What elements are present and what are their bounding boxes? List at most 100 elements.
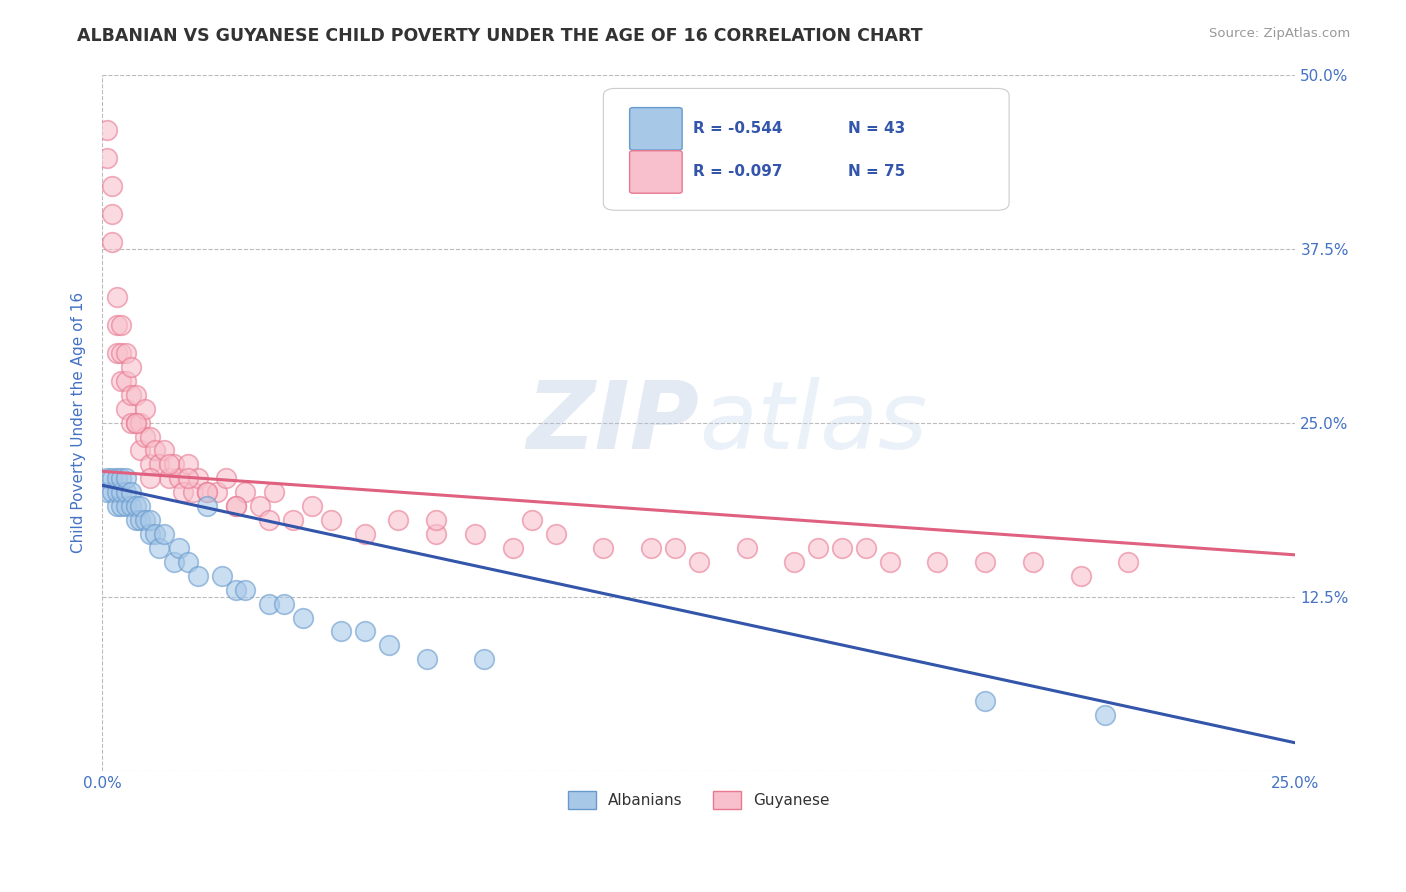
Point bbox=[124, 388, 146, 402]
Text: N = 43: N = 43 bbox=[848, 121, 905, 136]
Point bbox=[195, 485, 218, 500]
Point bbox=[115, 346, 138, 360]
Point bbox=[195, 485, 218, 500]
Text: ALBANIAN VS GUYANESE CHILD POVERTY UNDER THE AGE OF 16 CORRELATION CHART: ALBANIAN VS GUYANESE CHILD POVERTY UNDER… bbox=[77, 27, 922, 45]
Point bbox=[353, 527, 375, 541]
Point bbox=[110, 346, 132, 360]
Point bbox=[120, 416, 142, 430]
Point bbox=[139, 527, 162, 541]
Point bbox=[148, 458, 170, 472]
Point bbox=[273, 597, 295, 611]
Point bbox=[100, 207, 122, 221]
Point bbox=[120, 485, 142, 500]
FancyBboxPatch shape bbox=[630, 108, 682, 150]
Point bbox=[134, 401, 156, 416]
FancyBboxPatch shape bbox=[630, 151, 682, 194]
Point bbox=[115, 471, 138, 485]
Point bbox=[463, 527, 485, 541]
Point bbox=[153, 443, 176, 458]
Point bbox=[640, 541, 662, 555]
Point bbox=[110, 499, 132, 513]
Point bbox=[143, 443, 166, 458]
Point bbox=[735, 541, 758, 555]
Point bbox=[301, 499, 323, 513]
Point bbox=[291, 610, 314, 624]
Point bbox=[96, 485, 118, 500]
Point bbox=[177, 471, 200, 485]
Point bbox=[124, 513, 146, 527]
Point bbox=[153, 527, 176, 541]
Point bbox=[100, 235, 122, 249]
Point bbox=[377, 639, 399, 653]
Point bbox=[1118, 555, 1140, 569]
Point bbox=[110, 318, 132, 333]
Point bbox=[110, 374, 132, 388]
Point bbox=[139, 458, 162, 472]
Point bbox=[96, 151, 118, 165]
Point bbox=[139, 429, 162, 443]
Text: Source: ZipAtlas.com: Source: ZipAtlas.com bbox=[1209, 27, 1350, 40]
Point bbox=[100, 178, 122, 193]
Point bbox=[387, 513, 409, 527]
Point bbox=[807, 541, 830, 555]
Point bbox=[110, 485, 132, 500]
Point bbox=[139, 471, 162, 485]
Point bbox=[249, 499, 271, 513]
FancyBboxPatch shape bbox=[603, 88, 1010, 211]
Point bbox=[181, 485, 204, 500]
Point bbox=[520, 513, 543, 527]
Point bbox=[100, 485, 122, 500]
Point bbox=[425, 513, 447, 527]
Point bbox=[148, 541, 170, 555]
Point bbox=[235, 485, 257, 500]
Point bbox=[544, 527, 567, 541]
Point bbox=[115, 374, 138, 388]
Point bbox=[115, 485, 138, 500]
Legend: Albanians, Guyanese: Albanians, Guyanese bbox=[562, 784, 835, 815]
Point bbox=[129, 416, 152, 430]
Point bbox=[855, 541, 877, 555]
Point bbox=[1094, 708, 1116, 723]
Point bbox=[187, 568, 209, 582]
Point bbox=[1022, 555, 1045, 569]
Point bbox=[831, 541, 853, 555]
Point bbox=[927, 555, 949, 569]
Point bbox=[105, 318, 128, 333]
Point bbox=[425, 527, 447, 541]
Point bbox=[259, 513, 281, 527]
Text: R = -0.097: R = -0.097 bbox=[693, 164, 782, 179]
Point bbox=[353, 624, 375, 639]
Point bbox=[105, 290, 128, 304]
Point bbox=[105, 485, 128, 500]
Point bbox=[105, 499, 128, 513]
Point bbox=[1070, 568, 1092, 582]
Point bbox=[110, 471, 132, 485]
Point bbox=[187, 471, 209, 485]
Point bbox=[235, 582, 257, 597]
Text: R = -0.544: R = -0.544 bbox=[693, 121, 782, 136]
Point bbox=[139, 513, 162, 527]
Point bbox=[124, 416, 146, 430]
Point bbox=[329, 624, 352, 639]
Text: N = 75: N = 75 bbox=[848, 164, 905, 179]
Point bbox=[205, 485, 228, 500]
Point bbox=[115, 401, 138, 416]
Point bbox=[472, 652, 495, 666]
Point bbox=[163, 458, 186, 472]
Point bbox=[124, 499, 146, 513]
Point bbox=[134, 429, 156, 443]
Point bbox=[100, 471, 122, 485]
Point bbox=[195, 499, 218, 513]
Point bbox=[157, 458, 180, 472]
Point bbox=[167, 471, 190, 485]
Point bbox=[974, 555, 997, 569]
Text: ZIP: ZIP bbox=[526, 376, 699, 468]
Point bbox=[120, 499, 142, 513]
Point bbox=[592, 541, 614, 555]
Point bbox=[225, 499, 247, 513]
Point bbox=[783, 555, 806, 569]
Point bbox=[129, 443, 152, 458]
Point bbox=[177, 458, 200, 472]
Point bbox=[129, 499, 152, 513]
Point bbox=[664, 541, 686, 555]
